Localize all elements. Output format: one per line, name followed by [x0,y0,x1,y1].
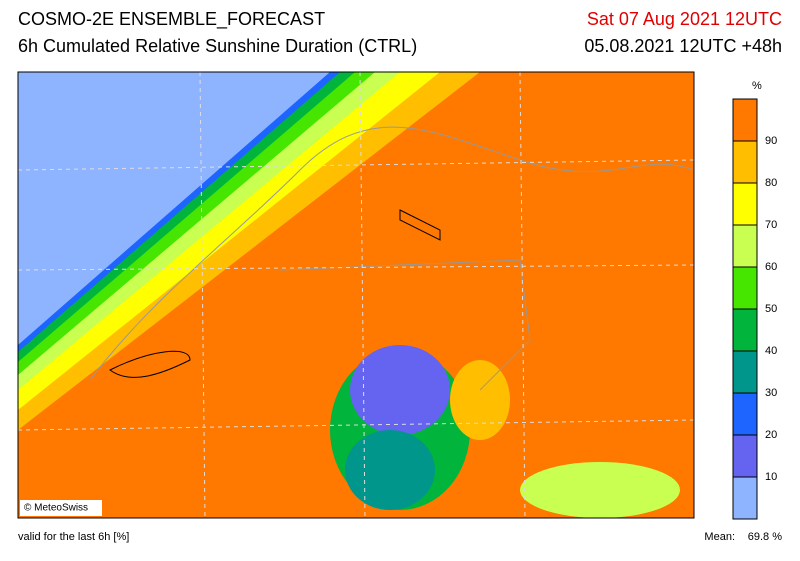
valid-time: Sat 07 Aug 2021 12UTC [587,9,782,29]
legend-band [733,309,757,351]
legend-band [733,351,757,393]
region [18,72,330,345]
map: © MeteoSwiss [17,71,695,519]
grid-line [199,71,206,519]
legend-tick-label: 40 [765,345,777,357]
grid-line [17,419,695,431]
footer-note: valid for the last 6h [%] [18,531,129,543]
grid-line [359,71,366,519]
legend-band [733,99,757,141]
legend-tick-label: 10 [765,471,777,483]
legend-band [733,477,757,519]
legend-unit: % [752,80,762,92]
map-frame [17,71,695,519]
mean-value: 69.8 % [748,531,782,543]
legend-tick-label: 50 [765,303,777,315]
borders [89,126,695,391]
copyright: © MeteoSwiss [24,503,88,514]
legend-band [733,183,757,225]
legend-tick-label: 20 [765,429,777,441]
legend-band [733,141,757,183]
lake [109,350,191,378]
legend-tick-label: 80 [765,177,777,189]
legend-band [733,435,757,477]
legend-tick-label: 30 [765,387,777,399]
run-info: 05.08.2021 12UTC +48h [584,36,782,56]
region [350,345,450,435]
subtitle: 6h Cumulated Relative Sunshine Duration … [18,36,417,56]
legend-tick-label: 70 [765,219,777,231]
title: COSMO-2E ENSEMBLE_FORECAST [18,9,325,30]
legend-band [733,267,757,309]
lakes [109,209,441,378]
border [279,259,531,391]
grid-line [17,159,695,171]
legend-band [733,225,757,267]
grid-line [17,264,695,271]
legend-tick-label: 90 [765,135,777,147]
border [89,126,695,381]
legend-tick-label: 60 [765,261,777,273]
legend: 10 20 30 40 50 60 70 80 90 [732,98,777,520]
region [345,430,435,510]
region [520,462,680,518]
grid [17,71,695,519]
region [450,360,510,440]
copyright-box [20,500,102,516]
mean-label: Mean: [704,531,735,543]
legend-band [733,393,757,435]
lake [399,209,441,241]
grid-line [519,71,526,519]
